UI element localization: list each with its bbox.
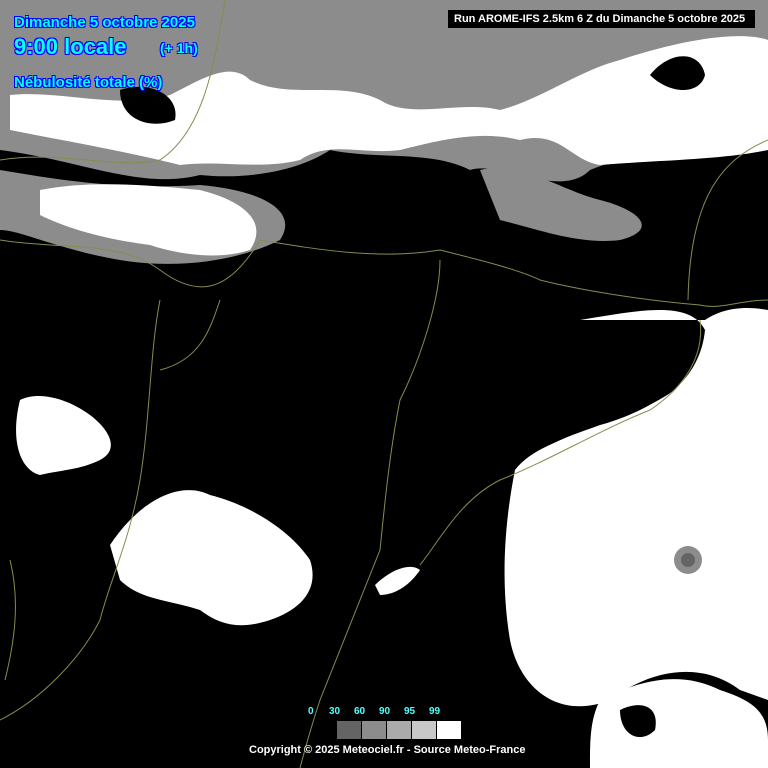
forecast-offset: (+ 1h) (160, 40, 198, 56)
cloud-holes (120, 56, 705, 738)
legend-label: 60 (354, 706, 366, 717)
legend-swatch (387, 721, 411, 739)
legend-label: 30 (329, 706, 341, 717)
legend-swatch (437, 721, 461, 739)
legend-label: 90 (379, 706, 391, 717)
forecast-date: Dimanche 5 octobre 2025 (14, 14, 195, 31)
legend-swatch (362, 721, 386, 739)
cloud-layer-white (10, 36, 768, 768)
model-run-label: Run AROME-IFS 2.5km 6 Z du Dimanche 5 oc… (448, 10, 756, 28)
legend-label: 99 (429, 706, 441, 717)
legend-color-bar (337, 721, 461, 739)
legend-label: 95 (404, 706, 416, 717)
legend-swatch (337, 721, 361, 739)
copyright-text: Copyright © 2025 Meteociel.fr - Source M… (249, 744, 526, 756)
legend-swatch (412, 721, 436, 739)
legend-label: 0 (308, 706, 314, 717)
forecast-time: 9:00 locale (14, 34, 127, 59)
parameter-title: Nébulosité totale (%) (14, 74, 163, 91)
legend-labels: 0 30 60 90 95 99 (300, 706, 470, 720)
